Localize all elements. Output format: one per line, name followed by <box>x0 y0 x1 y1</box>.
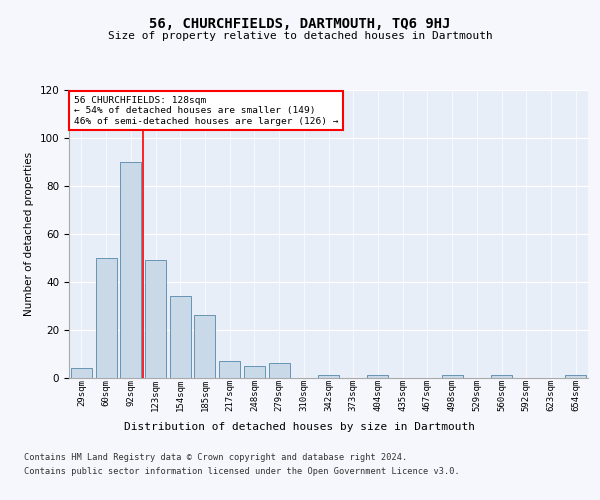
Text: Size of property relative to detached houses in Dartmouth: Size of property relative to detached ho… <box>107 31 493 41</box>
Bar <box>194 315 215 378</box>
Text: Contains HM Land Registry data © Crown copyright and database right 2024.: Contains HM Land Registry data © Crown c… <box>24 452 407 462</box>
Bar <box>244 366 265 378</box>
Bar <box>71 368 92 378</box>
Bar <box>120 162 141 378</box>
Text: 56, CHURCHFIELDS, DARTMOUTH, TQ6 9HJ: 56, CHURCHFIELDS, DARTMOUTH, TQ6 9HJ <box>149 18 451 32</box>
Text: 56 CHURCHFIELDS: 128sqm
← 54% of detached houses are smaller (149)
46% of semi-d: 56 CHURCHFIELDS: 128sqm ← 54% of detache… <box>74 96 338 126</box>
Y-axis label: Number of detached properties: Number of detached properties <box>24 152 34 316</box>
Bar <box>269 363 290 378</box>
Bar <box>565 375 586 378</box>
Text: Contains public sector information licensed under the Open Government Licence v3: Contains public sector information licen… <box>24 468 460 476</box>
Bar <box>491 375 512 378</box>
Bar <box>219 360 240 378</box>
Text: Distribution of detached houses by size in Dartmouth: Distribution of detached houses by size … <box>125 422 476 432</box>
Bar <box>367 375 388 378</box>
Bar <box>318 375 339 378</box>
Bar <box>95 258 116 378</box>
Bar <box>442 375 463 378</box>
Bar <box>145 260 166 378</box>
Bar <box>170 296 191 378</box>
